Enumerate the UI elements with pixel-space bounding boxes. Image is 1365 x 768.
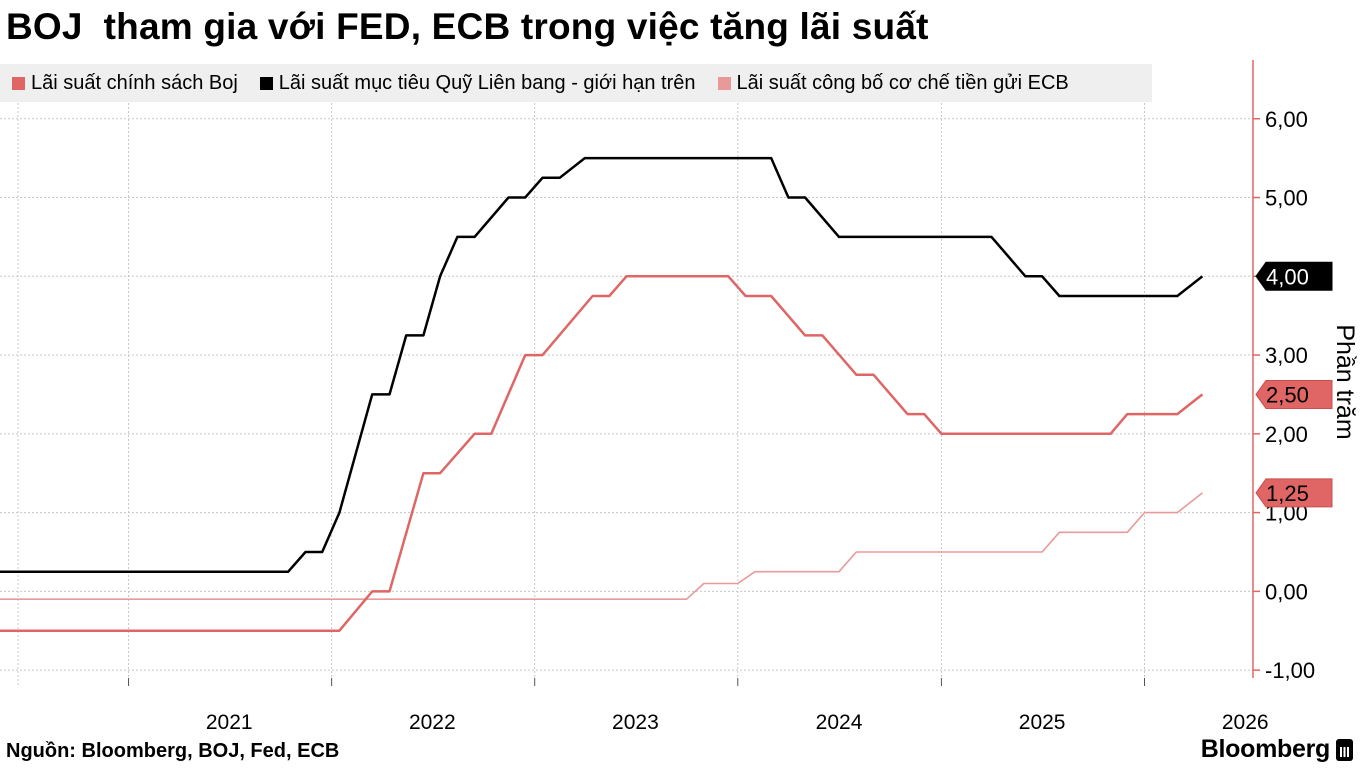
chart-legend: Lãi suất chính sách Boj Lãi suất mục tiê… (0, 64, 1152, 102)
last-value-label-fed: 4,00 (1266, 264, 1309, 289)
last-value-flag-boj (1255, 379, 1333, 409)
last-value-label-boj: 2,50 (1266, 382, 1309, 407)
chart-title: BOJ tham gia với FED, ECB trong việc tăn… (6, 6, 929, 47)
legend-item-boj: Lãi suất chính sách Boj (12, 72, 238, 95)
x-tick-label: 2024 (816, 711, 863, 734)
last-value-flag-ecb (1255, 478, 1333, 508)
last-value-flag-fed (1255, 261, 1333, 291)
y-tick-label: 2,00 (1265, 422, 1308, 447)
brand-name: Bloomberg (1200, 735, 1331, 763)
x-tick-label: 2023 (612, 711, 659, 734)
y-tick-label: -1,00 (1265, 658, 1315, 683)
bar-chart-icon (1336, 738, 1353, 761)
x-tick-label: 2022 (409, 711, 456, 734)
y-tick-label: 3,00 (1265, 343, 1308, 368)
legend-label-fed: Lãi suất mục tiêu Quỹ Liên bang - giới h… (278, 71, 696, 94)
brand-logo: Bloomberg (1201, 735, 1353, 764)
legend-swatch-fed (259, 76, 273, 90)
y-tick-label: 5,00 (1265, 186, 1308, 211)
series-line-ecb (0, 492, 1203, 600)
y-tick-label: 0,00 (1265, 579, 1308, 604)
series-line-boj (0, 275, 1204, 632)
x-tick-label: 2021 (206, 711, 253, 734)
legend-swatch-boj (12, 76, 25, 90)
y-axis-title: Phần trăm (1331, 324, 1359, 439)
x-tick-label: 2025 (1019, 711, 1066, 734)
legend-item-fed: Lãi suất mục tiêu Quỹ Liên bang - giới h… (259, 71, 696, 95)
legend-item-ecb: Lãi suất công bố cơ chế tiền gửi ECB (717, 71, 1069, 95)
legend-label-boj: Lãi suất chính sách Boj (31, 71, 238, 94)
legend-swatch-ecb (717, 76, 731, 90)
last-value-label-ecb: 1,25 (1266, 481, 1309, 506)
source-note: Nguồn: Bloomberg, BOJ, Fed, ECB (6, 740, 340, 762)
series-line-fed (0, 156, 1204, 573)
y-tick-label: 6,00 (1265, 107, 1308, 132)
x-tick-label: 2026 (1222, 711, 1269, 734)
legend-label-ecb: Lãi suất công bố cơ chế tiền gửi ECB (736, 71, 1069, 94)
